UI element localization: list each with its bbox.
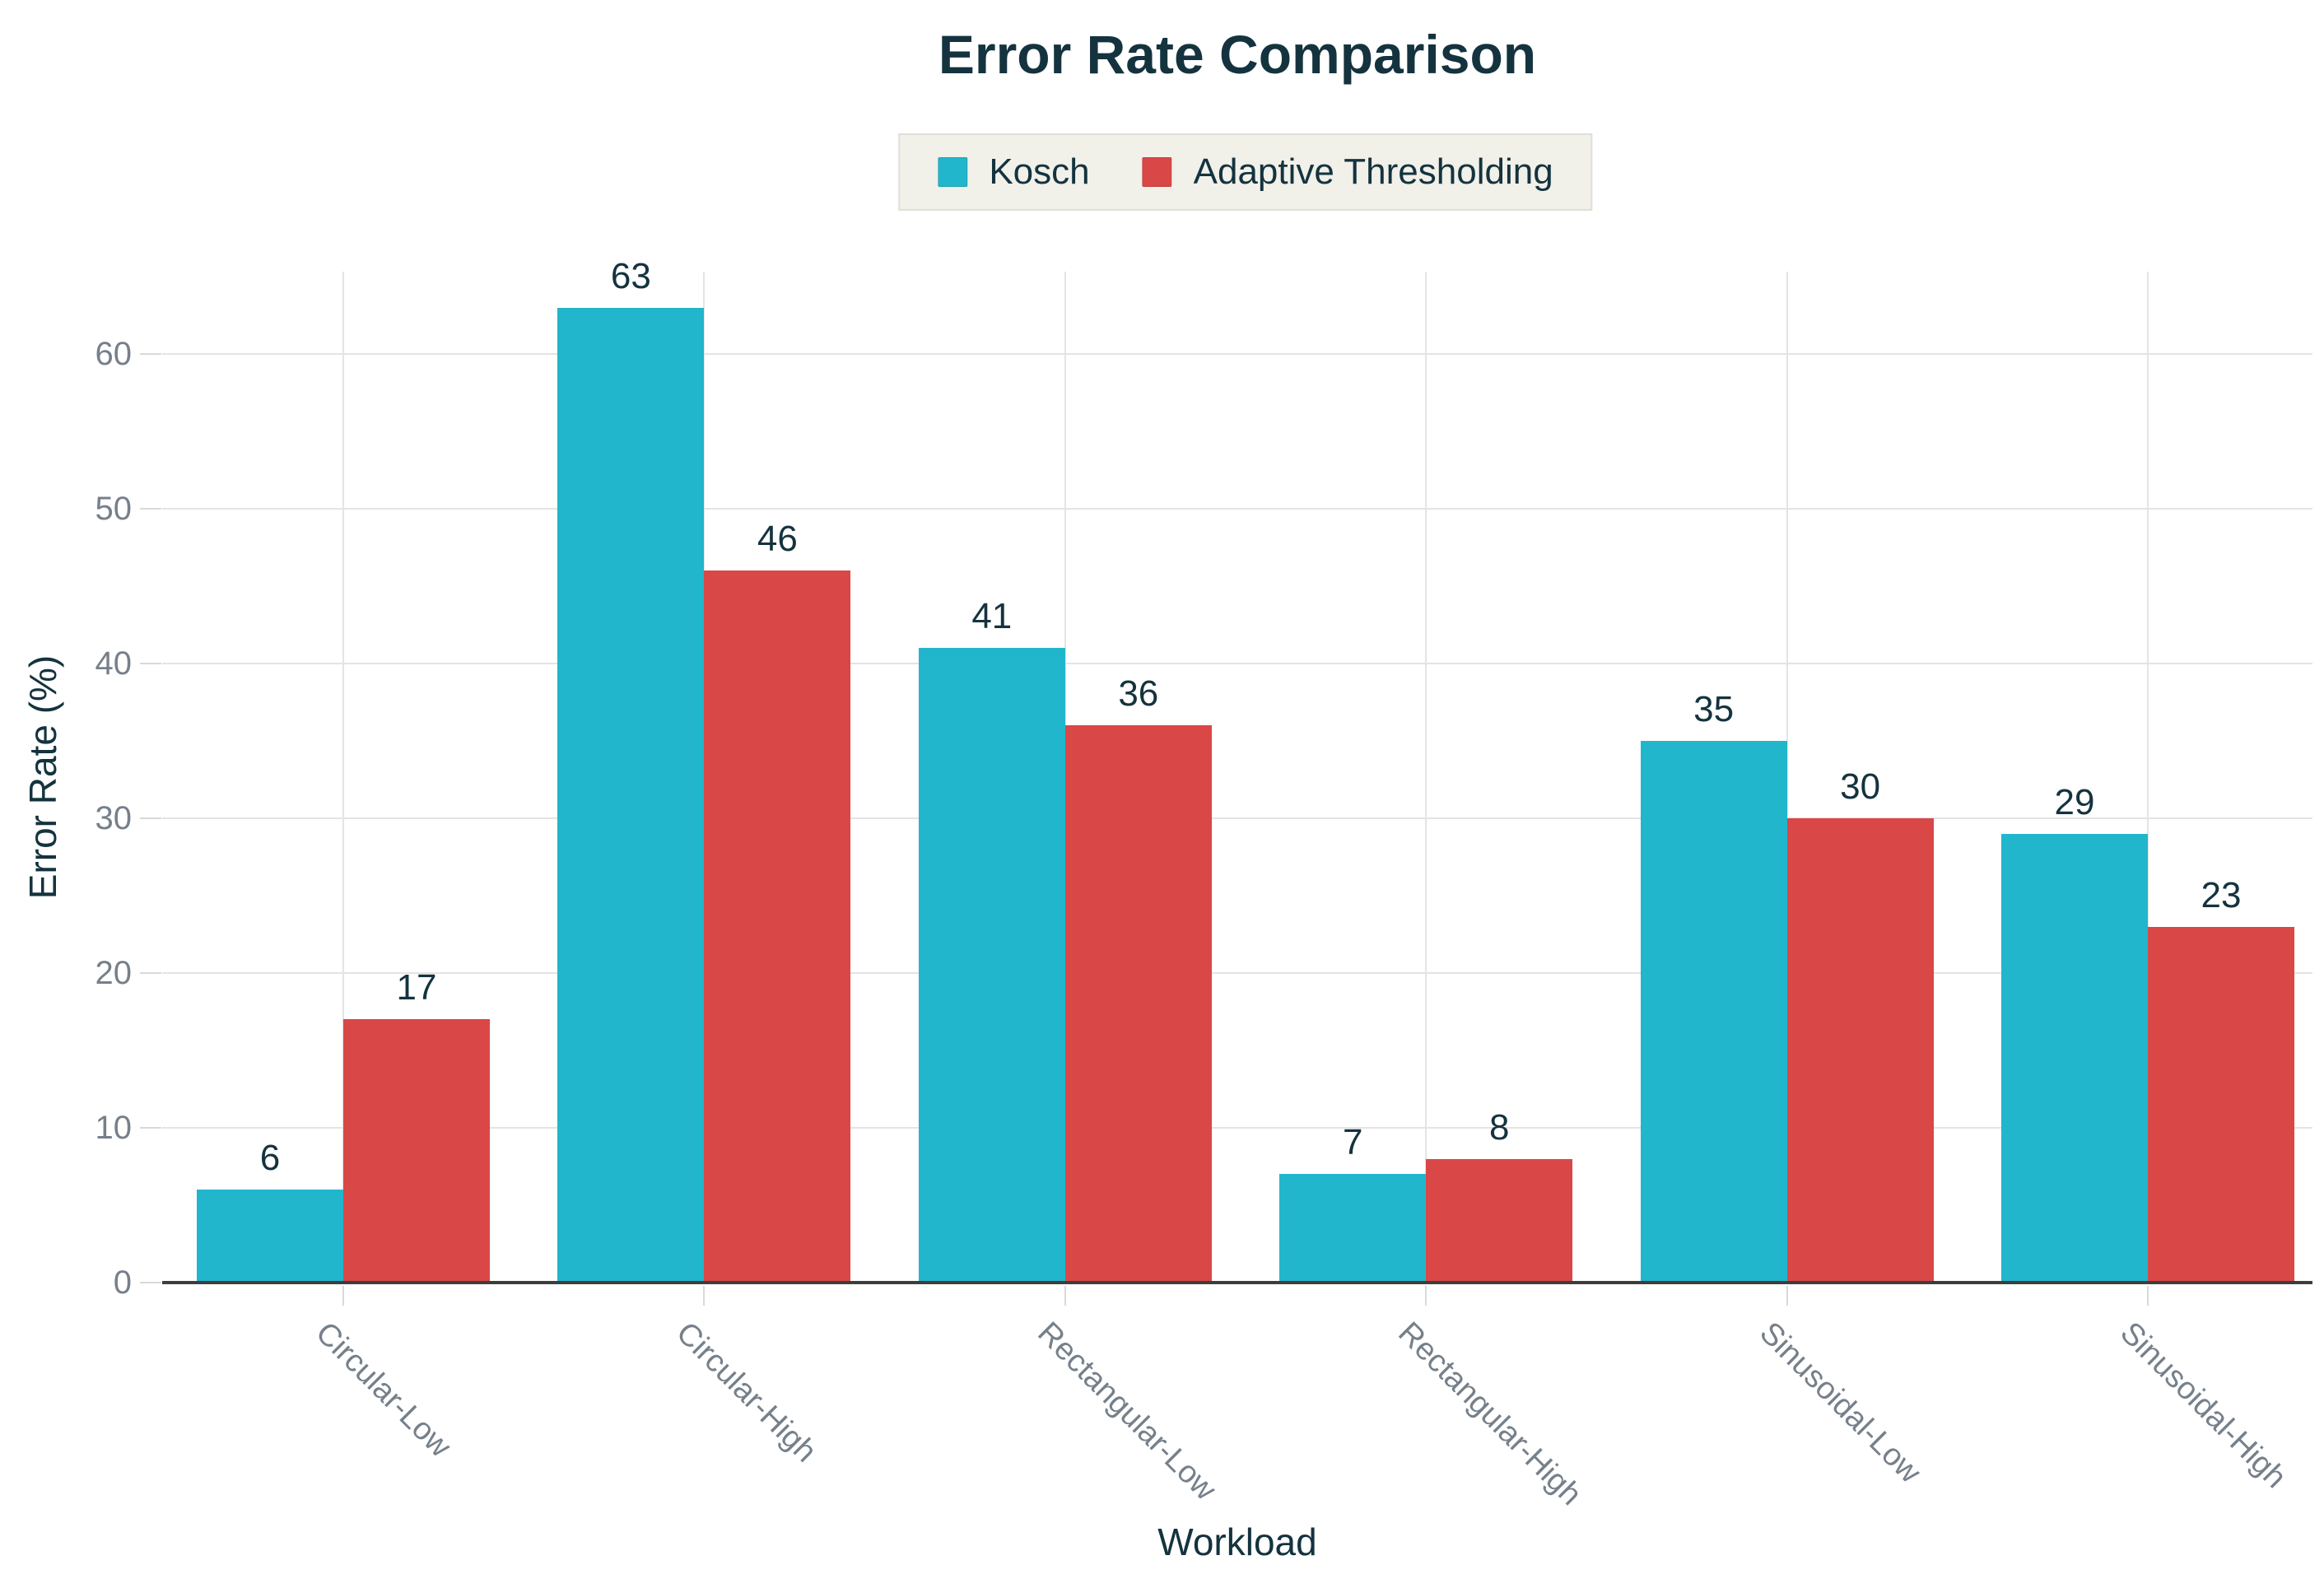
y-tick-mark [140, 1282, 161, 1283]
x-tick-label: Rectangular-High [1391, 1316, 1589, 1512]
bar [1640, 741, 1787, 1283]
legend-item-adaptive-thresholding: Adaptive Thresholding [1142, 151, 1553, 193]
bar [918, 648, 1065, 1283]
bar-value-label: 35 [1693, 689, 1735, 729]
y-tick-label: 20 [95, 955, 133, 991]
h-gridline [162, 663, 2312, 664]
bar [2148, 927, 2294, 1283]
v-gridline [2147, 272, 2149, 1283]
bar-value-label: 8 [1488, 1107, 1510, 1148]
y-tick-mark [140, 353, 161, 355]
y-tick-label: 40 [95, 645, 133, 682]
x-tick-mark [1425, 1286, 1427, 1306]
chart-title: Error Rate Comparison [938, 24, 1537, 85]
bar [557, 308, 705, 1283]
bar [1786, 818, 1934, 1283]
y-tick-label: 0 [113, 1264, 132, 1301]
bar-value-label: 30 [1840, 766, 1881, 807]
x-tick-mark [1786, 1286, 1788, 1306]
bar [2001, 834, 2148, 1283]
kosch-swatch-icon [938, 157, 968, 187]
bar-value-label: 63 [610, 256, 651, 296]
legend-item-kosch: Kosch [938, 151, 1090, 193]
bar-value-label: 29 [2054, 782, 2095, 822]
bar-value-label: 6 [259, 1138, 281, 1178]
y-tick-label: 60 [95, 336, 133, 372]
bar-value-label: 46 [757, 519, 798, 559]
x-tick-mark [703, 1286, 706, 1306]
x-tick-mark [1064, 1286, 1066, 1306]
y-tick-mark [140, 663, 161, 664]
y-tick-label: 10 [95, 1110, 133, 1146]
h-gridline [162, 508, 2312, 510]
bar [1064, 725, 1212, 1283]
y-tick-label: 30 [95, 800, 133, 836]
y-tick-mark [140, 1127, 161, 1129]
h-gridline [162, 353, 2312, 355]
y-axis-title: Error Rate (%) [21, 654, 64, 900]
bar-value-label: 7 [1342, 1122, 1363, 1162]
x-axis-title: Workload [1157, 1520, 1317, 1563]
bar-value-label: 36 [1118, 673, 1159, 714]
bar [197, 1190, 343, 1283]
x-tick-label: Sinusoidal-Low [1752, 1316, 1927, 1490]
y-tick-mark [140, 817, 161, 819]
v-gridline [1786, 272, 1788, 1283]
x-tick-label: Rectangular-Low [1031, 1316, 1223, 1507]
bar-value-label: 41 [971, 596, 1013, 636]
h-gridline [162, 972, 2312, 974]
adaptive-thresholding-swatch-icon [1142, 157, 1172, 187]
x-tick-label: Circular-Low [309, 1316, 458, 1465]
v-gridline [342, 272, 344, 1283]
v-gridline [1425, 272, 1427, 1283]
bar [1279, 1174, 1427, 1283]
bar [343, 1019, 490, 1283]
bar [704, 570, 851, 1283]
y-tick-mark [140, 508, 161, 510]
y-tick-label: 50 [95, 491, 133, 527]
legend-label-kosch: Kosch [989, 151, 1090, 192]
legend: Kosch Adaptive Thresholding [898, 133, 1593, 211]
legend-label-adaptive-thresholding: Adaptive Thresholding [1193, 151, 1553, 192]
y-tick-mark [140, 972, 161, 974]
x-tick-mark [342, 1286, 344, 1306]
bar [1426, 1159, 1573, 1283]
x-tick-mark [2147, 1286, 2149, 1306]
x-axis-line [162, 1281, 2312, 1284]
x-tick-label: Sinusoidal-High [2113, 1316, 2294, 1495]
bar-value-label: 17 [396, 967, 437, 1008]
h-gridline [162, 1127, 2312, 1129]
x-tick-label: Circular-High [669, 1316, 824, 1469]
h-gridline [162, 817, 2312, 819]
bar-value-label: 23 [2201, 875, 2242, 915]
